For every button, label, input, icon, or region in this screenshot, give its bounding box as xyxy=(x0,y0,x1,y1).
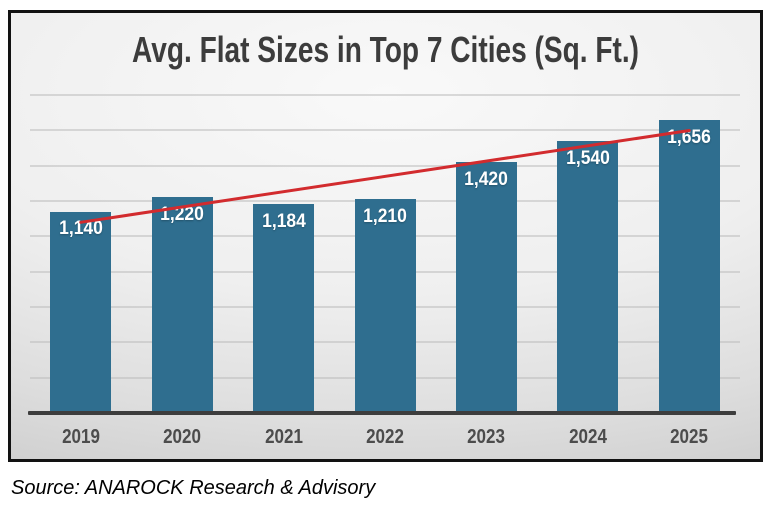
bar xyxy=(253,203,315,413)
x-tick-label: 2023 xyxy=(467,426,506,448)
chart-frame: Avg. Flat Sizes in Top 7 Cities (Sq. Ft.… xyxy=(8,10,763,462)
gridline xyxy=(30,129,740,132)
plot-area: 1,140 2019 1,220 2020 1,184 2021 1,210 2022 1,42… xyxy=(28,86,740,448)
bar xyxy=(455,162,517,413)
chart-title: Avg. Flat Sizes in Top 7 Cities (Sq. Ft.… xyxy=(131,29,640,70)
bar xyxy=(151,197,213,413)
gridline xyxy=(30,164,740,167)
bar-value-label: 1,540 xyxy=(565,147,610,169)
bar-value-label: 1,210 xyxy=(363,206,407,228)
x-axis-line xyxy=(28,411,736,415)
x-tick-label: 2022 xyxy=(366,426,404,448)
x-tick-label: 2019 xyxy=(61,426,100,448)
x-tick-label: 2020 xyxy=(163,426,202,448)
bar xyxy=(354,199,416,413)
gridline xyxy=(30,93,740,96)
bar-value-label: 1,184 xyxy=(261,210,306,232)
trendline-svg xyxy=(79,128,691,224)
bar-value-label: 1,140 xyxy=(58,218,103,240)
bar xyxy=(50,211,112,413)
source-note: Source: ANAROCK Research & Advisory xyxy=(11,477,376,499)
x-tick-label: 2024 xyxy=(568,426,607,448)
trendline xyxy=(79,128,691,224)
x-tick-label: 2021 xyxy=(264,426,303,448)
bar-value-label: 1,420 xyxy=(464,169,509,190)
x-tick-label: 2025 xyxy=(670,426,709,448)
bar xyxy=(557,140,619,413)
bar xyxy=(658,120,720,413)
